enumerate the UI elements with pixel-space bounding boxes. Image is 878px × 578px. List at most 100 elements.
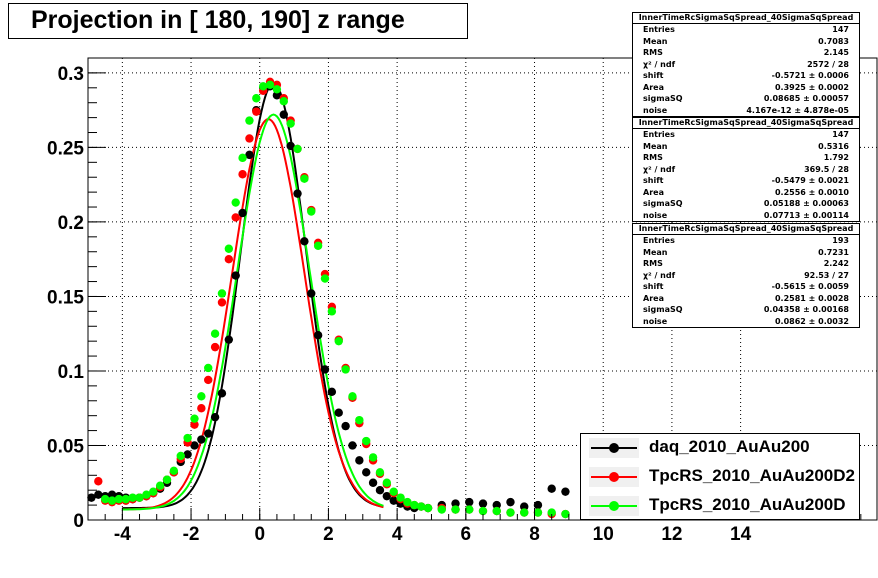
y-tick-label: 0.1 <box>58 362 85 383</box>
stats-row: Area 0.2556 ± 0.0010 <box>633 187 859 199</box>
stats-value: 0.2581 ± 0.0028 <box>774 293 849 303</box>
stats-key: Area <box>643 293 664 303</box>
data-point <box>190 414 199 423</box>
data-point <box>348 441 357 450</box>
stats-row: sigmaSQ 0.05188 ± 0.00063 <box>633 198 859 210</box>
data-point <box>183 450 192 459</box>
stats-row: RMS 1.792 <box>633 152 859 164</box>
data-point <box>307 289 316 298</box>
stats-value: 0.07713 ± 0.00114 <box>763 210 849 220</box>
data-point <box>272 85 282 94</box>
data-point <box>368 453 378 462</box>
stats-row: shift -0.5615 ± 0.0059 <box>633 281 859 293</box>
stats-value: 92.53 / 27 <box>804 270 849 280</box>
stats-value: 0.3925 ± 0.0002 <box>774 82 849 92</box>
fit-curve <box>122 113 384 511</box>
stats-key: Mean <box>643 141 668 151</box>
stats-row: Entries 147 <box>633 129 859 141</box>
stats-key: Entries <box>643 236 675 245</box>
stats-title: InnerTimeRcSigmaSqSpread_40SigmaSqSpread <box>633 118 859 129</box>
x-tick-label: 10 <box>593 524 614 545</box>
data-point <box>533 508 543 517</box>
data-point <box>204 375 213 385</box>
data-point <box>210 342 220 352</box>
stats-key: RMS <box>643 259 663 268</box>
stats-row: sigmaSQ 0.04358 ± 0.00168 <box>633 304 859 316</box>
axes: -4 -2 0 2 4 6 8 10 12 14 0 0.05 0.1 0.15 0.2 0.25 0.3 <box>47 57 878 545</box>
data-point <box>327 307 337 316</box>
stats-key: noise <box>643 316 668 326</box>
data-point <box>320 274 330 283</box>
data-point <box>348 392 357 401</box>
legend-entry-d: TpcRS_2010_AuAu200D <box>581 492 861 521</box>
data-point <box>169 466 179 476</box>
data-point <box>389 496 398 505</box>
legend: daq_2010_AuAu200 TpcRS_2010_AuAu200D2 Tp… <box>580 433 860 520</box>
legend-marker-daq <box>609 443 619 453</box>
data-point <box>334 336 343 346</box>
data-point <box>121 494 130 504</box>
stats-value: 0.7083 <box>818 36 849 46</box>
stats-value: 369.5 / 28 <box>804 164 849 174</box>
stats-key: Area <box>643 82 664 92</box>
data-point <box>183 433 192 443</box>
data-point <box>465 497 474 507</box>
error-bars <box>90 77 566 519</box>
data-point <box>252 94 261 103</box>
data-point <box>224 254 234 264</box>
data-point <box>210 329 220 338</box>
data-point <box>149 487 158 496</box>
data-point <box>396 493 405 502</box>
data-point <box>162 475 172 484</box>
data-point <box>389 487 398 496</box>
data-point <box>375 468 385 477</box>
legend-entry-d2: TpcRS_2010_AuAu200D2 <box>581 463 861 492</box>
stats-row: Area 0.2581 ± 0.0028 <box>633 293 859 305</box>
data-point <box>190 441 199 450</box>
data-point <box>320 365 330 374</box>
data-point <box>238 153 247 163</box>
stats-title: InnerTimeRcSigmaSqSpread_40SigmaSqSpread <box>633 13 859 24</box>
stats-value: -0.5721 ± 0.0006 <box>771 71 849 80</box>
data-point <box>382 478 392 487</box>
stats-value: 1.792 <box>823 153 849 162</box>
stats-value: 0.04358 ± 0.00168 <box>763 305 849 314</box>
stats-key: Entries <box>643 25 675 34</box>
data-points <box>87 77 570 519</box>
legend-marker-d2 <box>609 472 619 482</box>
x-tick-label: 14 <box>730 524 752 545</box>
stats-key: sigmaSQ <box>643 94 683 103</box>
data-point <box>520 502 529 511</box>
stats-key: sigmaSQ <box>643 199 683 208</box>
data-point <box>341 365 350 374</box>
stats-value: 193 <box>832 236 849 245</box>
data-point <box>506 508 515 517</box>
stats-row: RMS 2.242 <box>633 258 859 270</box>
data-point <box>135 493 144 502</box>
stats-row: noise 4.167e-12 ± 4.878e-05 <box>633 105 859 117</box>
data-point <box>492 506 501 516</box>
stats-row: RMS 2.145 <box>633 47 859 59</box>
stats-row: Mean 0.7083 <box>633 36 859 48</box>
data-point <box>217 289 227 298</box>
y-tick-label: 0 <box>73 511 84 532</box>
data-point <box>245 134 254 143</box>
data-point <box>94 490 103 499</box>
stats-key: Mean <box>643 36 668 46</box>
stats-value: 0.08685 ± 0.00057 <box>763 94 849 103</box>
y-tick-label: 0.3 <box>58 64 84 85</box>
data-point <box>451 505 460 514</box>
data-point <box>224 335 234 344</box>
legend-label-daq: daq_2010_AuAu200 <box>649 437 810 456</box>
data-point <box>334 408 343 417</box>
stats-value: 4.167e-12 ± 4.878e-05 <box>746 105 849 115</box>
stats-row: χ² / ndf 92.53 / 27 <box>633 270 859 282</box>
x-tick-label: 12 <box>661 524 682 545</box>
stats-key: RMS <box>643 48 663 57</box>
data-point <box>142 490 151 499</box>
stats-row: Entries 147 <box>633 24 859 36</box>
x-tick-label: -2 <box>183 524 200 545</box>
data-point <box>217 389 227 398</box>
stats-key: Entries <box>643 130 675 139</box>
